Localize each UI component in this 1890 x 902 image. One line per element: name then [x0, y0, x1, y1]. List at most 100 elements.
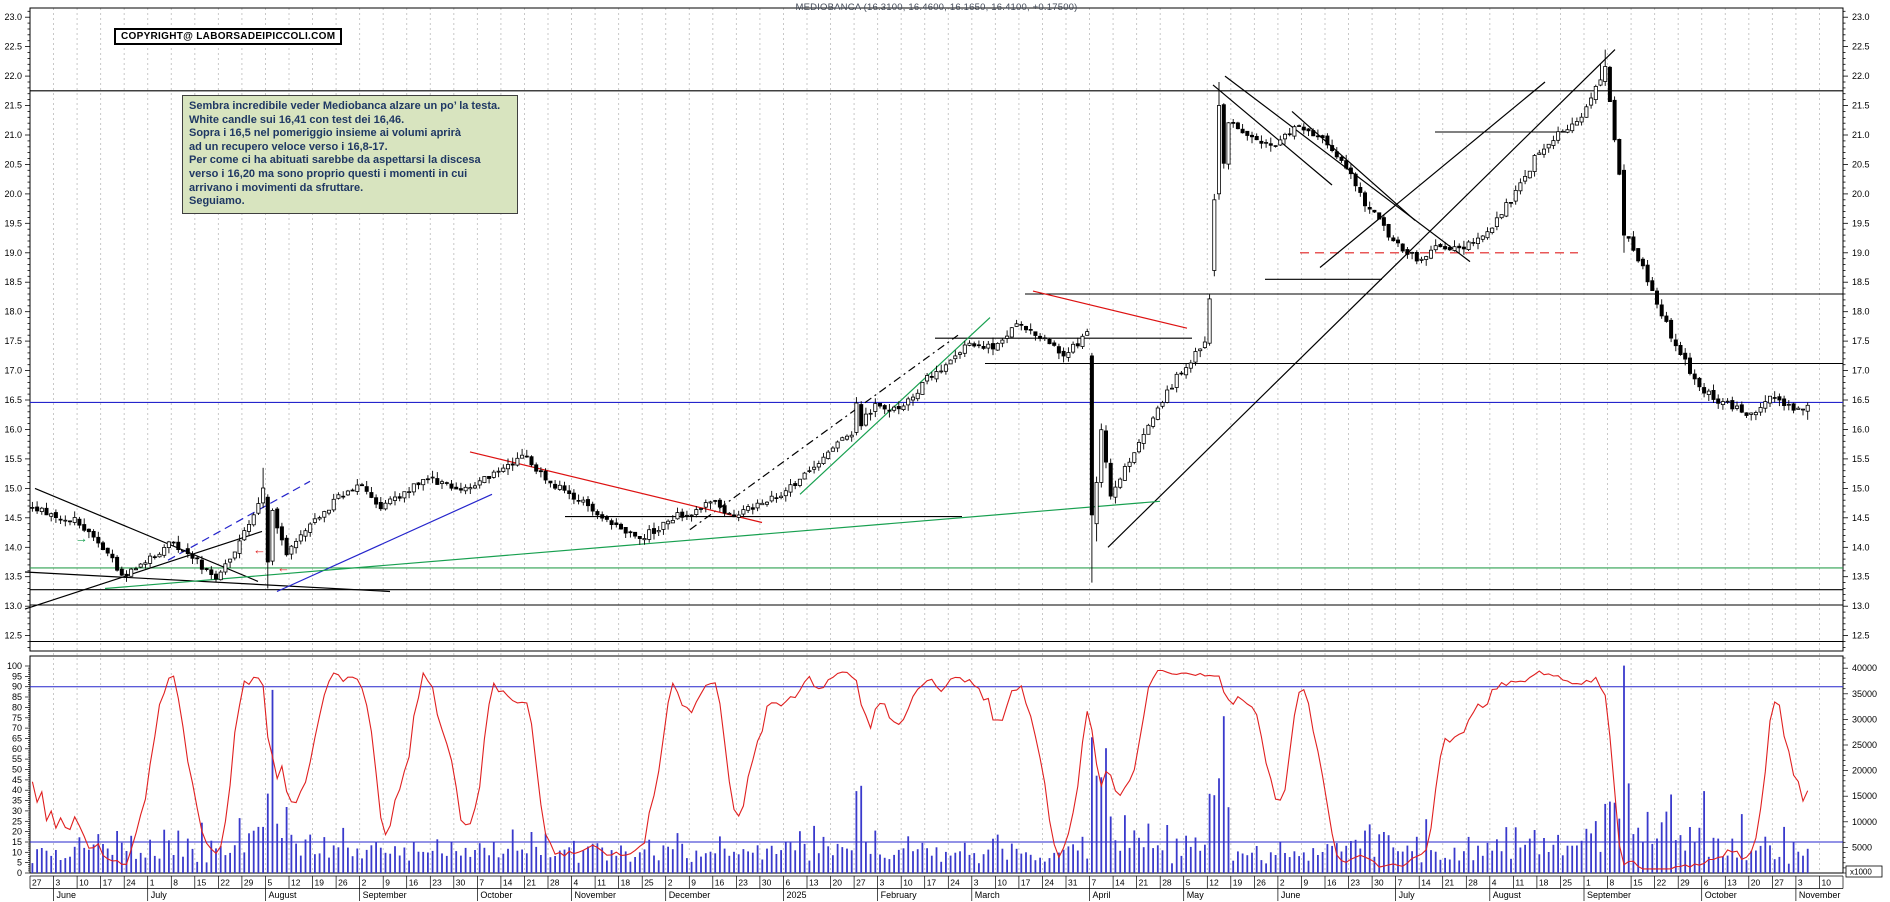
week-axis-label: 2	[668, 878, 673, 888]
month-axis-label: March	[975, 890, 1000, 900]
price-axis-label-right: 14.5	[1852, 513, 1870, 523]
price-axis-label-right: 20.0	[1852, 189, 1870, 199]
price-axis-label-left: 14.0	[4, 542, 22, 552]
week-axis-label: 30	[1374, 878, 1384, 888]
week-axis-label: 5	[268, 878, 273, 888]
week-axis-label: 16	[409, 878, 419, 888]
indicator-axis-label: 60	[12, 744, 22, 754]
indicator-axis-label: 30	[12, 806, 22, 816]
month-axis-label: April	[1093, 890, 1111, 900]
indicator-axis-label: 15	[12, 837, 22, 847]
week-axis-label: 26	[1256, 878, 1266, 888]
week-axis-label: 12	[1209, 878, 1219, 888]
week-axis-label: 21	[527, 878, 537, 888]
month-axis-label: May	[1187, 890, 1205, 900]
week-axis-label: 28	[1468, 878, 1478, 888]
price-axis-label-left: 16.5	[4, 395, 22, 405]
volume-axis-label: 10000	[1852, 817, 1877, 827]
indicator-axis-label: 45	[12, 775, 22, 785]
price-axis-label-right: 13.5	[1852, 572, 1870, 582]
price-axis-label-right: 15.5	[1852, 454, 1870, 464]
indicator-axis-label: 50	[12, 765, 22, 775]
price-axis-label-right: 16.5	[1852, 395, 1870, 405]
annotation-line: ad un recupero veloce verso i 16,8-17.	[189, 140, 388, 153]
indicator-axis-label: 100	[7, 661, 22, 671]
annotation-line: Per come ci ha abituati sarebbe da aspet…	[189, 154, 481, 167]
price-axis-label-left: 18.5	[4, 277, 22, 287]
price-axis-label-right: 22.0	[1852, 71, 1870, 81]
annotation-line: arrivano i movimenti da sfruttare.	[189, 181, 364, 194]
price-axis-label-right: 12.5	[1852, 631, 1870, 641]
week-axis-label: 12	[291, 878, 301, 888]
week-axis-label: 18	[621, 878, 631, 888]
annotation-line: Seguiamo.	[189, 195, 245, 208]
price-axis-label-right: 18.0	[1852, 307, 1870, 317]
month-axis-label: July	[151, 890, 168, 900]
indicator-axis-label: 35	[12, 796, 22, 806]
week-axis-label: 3	[56, 878, 61, 888]
week-axis-label: 28	[1162, 878, 1172, 888]
week-axis-label: 4	[574, 878, 579, 888]
week-axis-label: 5	[1186, 878, 1191, 888]
price-axis-label-left: 21.5	[4, 101, 22, 111]
price-axis-label-left: 17.5	[4, 336, 22, 346]
volume-axis-label: 5000	[1852, 842, 1872, 852]
indicator-axis-label: 90	[12, 682, 22, 692]
indicator-axis-label: 70	[12, 723, 22, 733]
price-axis-label-left: 12.5	[4, 631, 22, 641]
week-axis-label: 23	[1351, 878, 1361, 888]
week-axis-label: 24	[126, 878, 136, 888]
week-axis-label: 21	[1139, 878, 1149, 888]
volume-axis-label: 25000	[1852, 740, 1877, 750]
price-axis-label-right: 21.5	[1852, 101, 1870, 111]
indicator-axis-label: 80	[12, 702, 22, 712]
volume-axis-label: 35000	[1852, 689, 1877, 699]
month-axis-label: November	[575, 890, 617, 900]
month-axis-label: September	[363, 890, 407, 900]
week-axis-label: 29	[1680, 878, 1690, 888]
week-axis-label: 27	[1774, 878, 1784, 888]
copyright-badge: COPYRIGHT@ LABORSADEIPICCOLI.COM	[114, 28, 343, 45]
indicator-axis-label: 75	[12, 713, 22, 723]
month-axis-label: June	[57, 890, 77, 900]
week-axis-label: 2	[1280, 878, 1285, 888]
week-axis-label: 10	[997, 878, 1007, 888]
week-axis-label: 3	[974, 878, 979, 888]
price-axis-label-left: 23.0	[4, 12, 22, 22]
price-axis-label-right: 18.5	[1852, 277, 1870, 287]
volume-axis-label: 40000	[1852, 663, 1877, 673]
week-axis-label: 13	[809, 878, 819, 888]
volume-axis-label: 20000	[1852, 766, 1877, 776]
indicator-axis-label: 40	[12, 785, 22, 795]
indicator-axis-label: 20	[12, 827, 22, 837]
week-axis-label: 7	[1092, 878, 1097, 888]
indicator-axis-label: 95	[12, 671, 22, 681]
week-axis-label: 17	[1021, 878, 1031, 888]
week-axis-label: 19	[1233, 878, 1243, 888]
week-axis-label: 28	[550, 878, 560, 888]
month-axis-label: September	[1587, 890, 1631, 900]
indicator-axis-label: 85	[12, 692, 22, 702]
week-axis-label: 10	[903, 878, 913, 888]
indicator-axis-label: 55	[12, 754, 22, 764]
week-axis-label: 9	[1304, 878, 1309, 888]
marker-arrow-icon: ←	[277, 560, 290, 575]
week-axis-label: 14	[1421, 878, 1431, 888]
week-axis-label: 10	[79, 878, 89, 888]
week-axis-label: 27	[32, 878, 42, 888]
price-axis-label-right: 14.0	[1852, 542, 1870, 552]
price-axis-label-left: 18.0	[4, 307, 22, 317]
week-axis-label: 9	[385, 878, 390, 888]
week-axis-label: 26	[338, 878, 348, 888]
price-axis-label-right: 16.0	[1852, 424, 1870, 434]
indicator-axis-label: 0	[17, 868, 22, 878]
price-axis-label-left: 14.5	[4, 513, 22, 523]
week-axis-label: 3	[1798, 878, 1803, 888]
price-axis-label-left: 13.0	[4, 601, 22, 611]
week-axis-label: 11	[597, 878, 606, 888]
indicator-axis-label: 10	[12, 847, 22, 857]
annotation-line: Sembra incredibile veder Mediobanca alza…	[189, 100, 501, 112]
marker-arrow-icon: →	[75, 530, 88, 545]
annotation-box: Sembra incredibile veder Mediobanca alza…	[182, 95, 518, 214]
